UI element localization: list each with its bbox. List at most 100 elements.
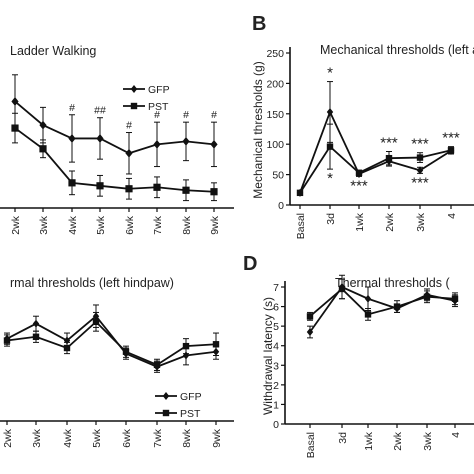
data-point	[153, 183, 161, 191]
x-tick-label: 8wk	[181, 215, 193, 234]
y-tick-label: 0	[273, 419, 279, 431]
x-tick-label: 4	[450, 432, 462, 438]
panel-letter: B	[252, 13, 266, 35]
x-tick-label: Basal	[305, 432, 317, 458]
data-point	[326, 143, 334, 150]
legend-label: GFP	[180, 391, 202, 403]
data-point	[39, 145, 47, 153]
x-tick-label: 3d	[337, 432, 349, 444]
data-point	[92, 318, 100, 326]
chart-panel-4: Basal 3d 1wk 2wk 3wk 4 0 1 2 3 4 5 6 7 Withdrawal late…	[243, 253, 474, 458]
x-tick-label: 3wk	[31, 428, 43, 447]
x-tick-label: 4wk	[62, 428, 74, 447]
data-point	[306, 328, 314, 337]
x-tick-label: 6wk	[124, 215, 136, 234]
series-line	[309, 285, 456, 333]
significance-mark: *	[327, 170, 333, 187]
series-line	[14, 100, 215, 155]
series-line	[309, 287, 456, 318]
y-tick-label: 250	[266, 48, 284, 60]
y-axis-label: Mechanical thresholds (g)	[251, 61, 265, 198]
x-tick-label: 2wk	[10, 215, 22, 234]
data-point	[423, 293, 431, 300]
x-tick-label: 5wk	[95, 215, 107, 234]
x-tick-label: 8wk	[181, 428, 193, 447]
significance-mark: ##	[94, 105, 106, 117]
data-point	[210, 188, 218, 196]
significance-mark: ***	[411, 136, 429, 153]
y-axis-label: Withdrawal latency (s)	[261, 297, 275, 415]
data-point	[63, 344, 71, 352]
legend-label: PST	[180, 408, 201, 420]
y-tick-label: 0	[278, 200, 284, 212]
legend-label: GFP	[148, 84, 170, 96]
y-tick-label: 2	[273, 380, 279, 392]
data-point	[125, 185, 133, 193]
chart-title: Mechanical thresholds (left a	[320, 43, 474, 57]
x-tick-label: 2wk	[392, 431, 404, 450]
x-tick-label: Basal	[295, 213, 307, 239]
series-line	[299, 145, 452, 194]
data-point	[11, 97, 19, 106]
x-tick-label: 4wk	[67, 215, 79, 234]
legend: GFP PST	[155, 391, 202, 420]
panel-letter: D	[243, 253, 257, 275]
y-tick-label: 100	[266, 139, 284, 151]
chart-title: rmal thresholds (left hindpaw)	[10, 276, 174, 290]
data-point	[32, 319, 40, 328]
data-point	[326, 107, 334, 116]
data-point	[153, 361, 161, 369]
data-point	[296, 189, 304, 197]
significance-mark: #	[183, 109, 189, 121]
y-tick-label: 1	[273, 399, 279, 411]
data-point	[122, 348, 130, 355]
data-point	[96, 134, 104, 143]
data-point	[11, 124, 19, 132]
x-tick-label: 6wk	[121, 428, 133, 447]
data-point	[96, 182, 104, 190]
x-tick-label: 9wk	[211, 428, 223, 447]
x-tick-label: 1wk	[354, 212, 366, 231]
series-gfp	[296, 81, 455, 197]
data-point	[338, 285, 346, 293]
series-line	[14, 127, 215, 193]
data-point	[306, 313, 314, 320]
series-line	[6, 314, 217, 368]
x-tick-label: 3d	[325, 213, 337, 225]
legend-marker	[162, 392, 170, 400]
significance-mark: ***	[411, 174, 429, 191]
data-point	[68, 134, 76, 143]
significance-mark: #	[211, 109, 217, 121]
data-point	[212, 341, 220, 348]
x-tick-label: 2wk	[384, 212, 396, 231]
data-point	[416, 166, 424, 175]
legend-marker	[130, 102, 138, 110]
y-tick-label: 50	[272, 170, 284, 182]
y-tick-label: 3	[273, 360, 279, 372]
chart-title: Thermal thresholds (	[335, 276, 450, 290]
chart-panel-2: Basal 3d 1wk 2wk 3wk 4050100150200250Mechanic…	[251, 13, 474, 239]
y-tick-label: 150	[266, 109, 284, 121]
x-tick-label: 7wk	[152, 428, 164, 447]
chart-title: Ladder Walking	[10, 44, 96, 58]
data-point	[182, 186, 190, 194]
data-point	[39, 120, 47, 130]
y-tick-label: 4	[273, 341, 279, 353]
y-tick-label: 7	[273, 282, 279, 294]
legend-marker	[130, 85, 138, 93]
data-point	[68, 179, 76, 187]
significance-mark: *	[327, 65, 333, 82]
data-point	[32, 333, 40, 340]
x-tick-label: 3wk	[422, 431, 434, 450]
data-point	[182, 137, 190, 146]
significance-mark: #	[69, 102, 75, 114]
x-tick-label: 4	[446, 213, 458, 219]
data-point	[447, 147, 455, 154]
series-line	[299, 109, 452, 194]
x-tick-label: 1wk	[363, 431, 375, 450]
x-tick-label: 3wk	[38, 215, 50, 234]
data-point	[385, 154, 393, 162]
data-point	[393, 303, 401, 310]
